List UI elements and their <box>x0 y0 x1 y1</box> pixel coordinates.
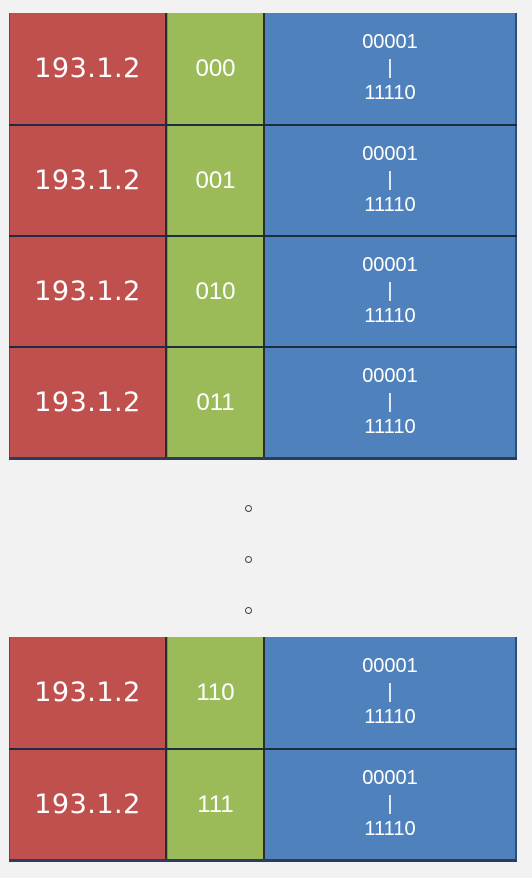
subnet-cell: 111 <box>167 750 265 859</box>
host-first: 00001 <box>362 31 418 54</box>
host-last: 11110 <box>364 818 416 841</box>
subnet-cell: 011 <box>167 348 265 457</box>
subnet-cell: 000 <box>167 13 265 124</box>
subnet-cell: 001 <box>167 126 265 235</box>
host-separator: | <box>387 680 393 703</box>
subnet-cell: 110 <box>167 637 265 748</box>
host-last: 11110 <box>364 416 416 439</box>
ellipsis-dot <box>245 556 252 563</box>
subnet-cell: 010 <box>167 237 265 346</box>
subnet-table-bottom: 193.1.2 110 00001 | 11110 193.1.2 111 00… <box>9 637 517 862</box>
host-separator: | <box>387 792 393 815</box>
host-cell: 00001 | 11110 <box>265 126 517 235</box>
host-separator: | <box>387 56 393 79</box>
host-last: 11110 <box>364 305 416 328</box>
host-cell: 00001 | 11110 <box>265 13 517 124</box>
ellipsis-dot <box>245 607 252 614</box>
host-cell: 00001 | 11110 <box>265 237 517 346</box>
host-cell: 00001 | 11110 <box>265 637 517 748</box>
host-last: 11110 <box>364 82 416 105</box>
subnet-row: 193.1.2 111 00001 | 11110 <box>9 748 517 859</box>
host-cell: 00001 | 11110 <box>265 750 517 859</box>
host-last: 11110 <box>364 194 416 217</box>
network-cell: 193.1.2 <box>9 348 167 457</box>
network-cell: 193.1.2 <box>9 750 167 859</box>
host-first: 00001 <box>362 143 418 166</box>
subnet-row: 193.1.2 010 00001 | 11110 <box>9 235 517 346</box>
subnet-table-top: 193.1.2 000 00001 | 11110 193.1.2 001 00… <box>9 13 517 460</box>
network-cell: 193.1.2 <box>9 237 167 346</box>
host-cell: 00001 | 11110 <box>265 348 517 457</box>
network-cell: 193.1.2 <box>9 126 167 235</box>
subnet-row: 193.1.2 011 00001 | 11110 <box>9 346 517 457</box>
host-first: 00001 <box>362 365 418 388</box>
ellipsis-dot <box>245 505 252 512</box>
host-separator: | <box>387 168 393 191</box>
host-separator: | <box>387 390 393 413</box>
host-first: 00001 <box>362 767 418 790</box>
host-separator: | <box>387 279 393 302</box>
subnet-row: 193.1.2 001 00001 | 11110 <box>9 124 517 235</box>
network-cell: 193.1.2 <box>9 637 167 748</box>
subnet-row: 193.1.2 000 00001 | 11110 <box>9 13 517 124</box>
subnet-row: 193.1.2 110 00001 | 11110 <box>9 637 517 748</box>
host-last: 11110 <box>364 706 416 729</box>
network-cell: 193.1.2 <box>9 13 167 124</box>
host-first: 00001 <box>362 655 418 678</box>
host-first: 00001 <box>362 254 418 277</box>
